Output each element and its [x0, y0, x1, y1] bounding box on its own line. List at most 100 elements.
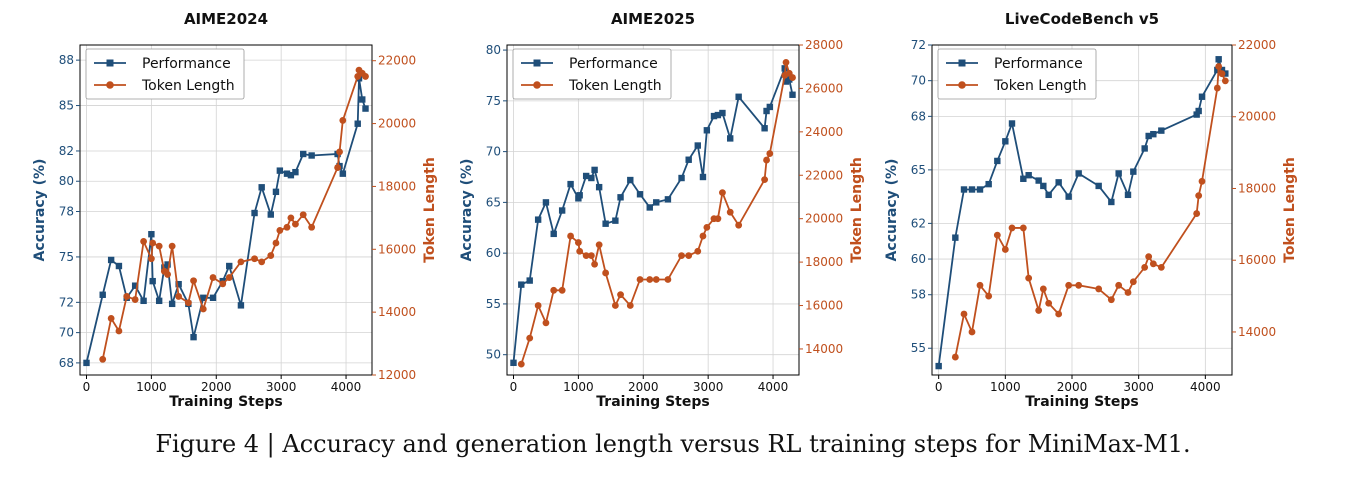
performance-point: [287, 171, 295, 179]
token-length-point: [1193, 210, 1201, 217]
y-tick-label: 60: [911, 252, 926, 266]
performance-point: [190, 333, 197, 341]
performance-point: [1158, 127, 1165, 134]
token-length-point: [131, 296, 139, 303]
performance-point: [636, 191, 644, 198]
performance-point: [1040, 182, 1047, 190]
token-length-point: [595, 241, 603, 249]
y2-tick-label: 20000: [1238, 110, 1276, 124]
performance-point: [766, 103, 773, 111]
y2-tick-label: 22000: [378, 54, 416, 68]
y2-tick-label: 20000: [805, 212, 843, 226]
performance-point: [782, 78, 790, 85]
performance-point: [339, 170, 346, 177]
token-length-point: [960, 310, 968, 318]
legend-marker-performance: [533, 59, 541, 67]
x-tick-label: 4000: [1190, 380, 1221, 394]
performance-point: [710, 112, 718, 120]
performance-point: [1045, 191, 1052, 199]
x-tick-label: 3000: [266, 380, 297, 394]
token-length-point: [225, 274, 233, 281]
performance-point: [1215, 56, 1222, 63]
performance-point: [968, 186, 976, 193]
performance-point: [518, 281, 525, 288]
y-tick-label: 68: [911, 109, 926, 123]
performance-point: [595, 183, 603, 191]
token-length-point: [587, 252, 595, 259]
y2-tick-label: 12000: [378, 368, 416, 382]
legend-label-token-length: Token Length: [993, 78, 1087, 94]
token-length-line: [954, 66, 1227, 358]
legend-box: [512, 48, 672, 100]
y-tick-label: 55: [486, 297, 501, 311]
legend-label-performance: Performance: [142, 56, 231, 72]
performance-point: [1108, 198, 1115, 206]
token-length-point: [287, 214, 295, 222]
token-length-point: [1039, 285, 1047, 293]
legend-box: [937, 48, 1097, 100]
y2-tick-label: 14000: [1238, 325, 1276, 339]
token-length-point: [699, 232, 707, 240]
token-length-point: [1019, 224, 1027, 232]
token-length-point: [534, 302, 542, 309]
token-length-point: [1129, 278, 1137, 286]
token-length-point: [251, 255, 258, 263]
performance-point: [354, 120, 361, 127]
token-length-point: [362, 73, 369, 80]
token-length-point: [190, 277, 197, 285]
token-length-point: [1221, 77, 1229, 85]
performance-point: [1002, 138, 1009, 145]
token-length-point: [237, 258, 245, 266]
token-length-point: [272, 239, 280, 247]
y-tick-label: 65: [911, 163, 926, 177]
token-length-point: [1145, 253, 1153, 261]
performance-point: [699, 173, 707, 181]
legend-box: [85, 48, 245, 100]
token-length-point: [115, 327, 123, 335]
token-length-point: [1075, 281, 1083, 289]
x-axis-label: Training Steps: [596, 394, 709, 410]
token-length-point: [107, 315, 115, 322]
performance-point: [258, 184, 265, 191]
y2-tick-label: 22000: [1238, 38, 1276, 52]
plot-frame: [79, 44, 373, 376]
performance-line: [512, 68, 794, 363]
performance-line: [85, 78, 367, 364]
token-length-point: [283, 223, 291, 231]
token-length-point: [646, 276, 654, 283]
x-tick-label: 2000: [628, 380, 659, 394]
performance-point: [576, 192, 583, 199]
y2-tick-label: 16000: [805, 299, 843, 313]
performance-point: [1008, 120, 1016, 127]
performance-point: [786, 76, 793, 83]
performance-point: [168, 300, 176, 308]
y-tick-label: 70: [59, 326, 74, 340]
y2-tick-label: 16000: [1238, 253, 1276, 267]
token-length-point: [636, 276, 644, 283]
token-length-point: [1008, 224, 1016, 232]
x-tick-label: 0: [510, 380, 518, 394]
y-tick-label: 75: [59, 250, 74, 264]
y-tick-label: 58: [911, 288, 926, 302]
token-length-point: [976, 281, 984, 289]
token-length-point: [789, 74, 796, 81]
token-length-point: [164, 271, 172, 278]
performance-point: [276, 167, 284, 174]
x-axis-label: Training Steps: [169, 394, 282, 410]
performance-point: [627, 176, 634, 184]
performance-point: [1020, 175, 1027, 182]
x-tick-label: 4000: [331, 380, 362, 394]
y-tick-label: 62: [911, 216, 926, 230]
chart-title: AIME2024: [184, 10, 268, 28]
y2-tick-label: 18000: [1238, 181, 1276, 195]
performance-point: [226, 262, 233, 270]
token-length-point: [574, 239, 582, 246]
token-length-point: [299, 211, 307, 219]
token-length-point: [719, 189, 726, 197]
token-length-point: [694, 247, 702, 255]
legend-marker-token-length: [958, 81, 966, 89]
performance-point: [155, 297, 163, 305]
y-tick-label: 72: [59, 295, 74, 309]
y2-tick-label: 18000: [378, 179, 416, 193]
token-length-point: [292, 220, 299, 228]
